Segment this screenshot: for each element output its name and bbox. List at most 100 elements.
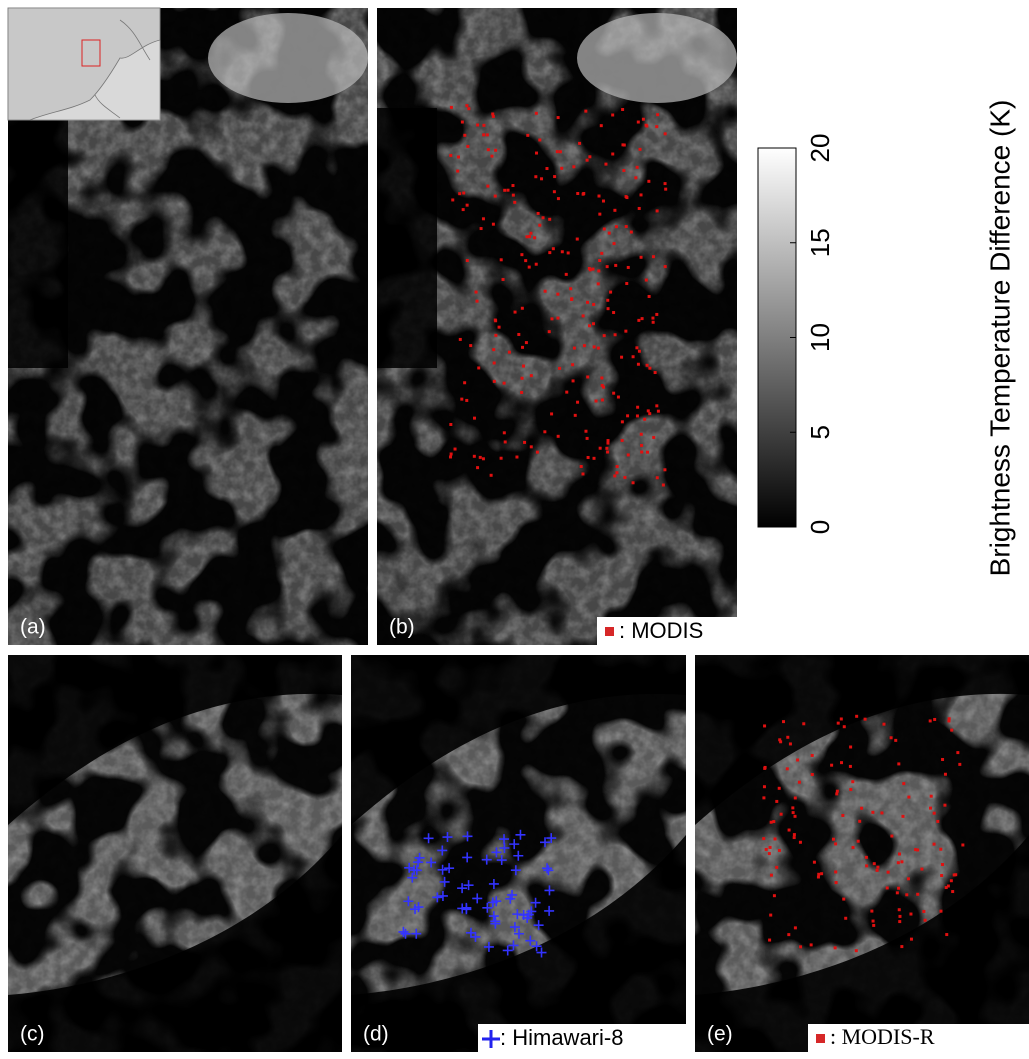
- detection-marker: [839, 717, 843, 721]
- bright-area: [577, 13, 737, 103]
- detection-marker: [775, 865, 779, 869]
- detection-marker: [499, 456, 503, 460]
- detection-marker: [620, 355, 624, 359]
- detection-marker: [655, 125, 659, 129]
- detection-marker: [499, 258, 503, 262]
- detection-marker: [651, 255, 655, 259]
- detection-marker: [875, 868, 879, 872]
- detection-marker: [902, 782, 906, 786]
- detection-marker: [535, 450, 539, 454]
- detection-marker: [541, 216, 545, 220]
- detection-marker: [474, 290, 478, 294]
- detection-marker: [848, 764, 852, 768]
- detection-marker: [570, 297, 574, 301]
- panel-image: [695, 655, 1029, 1052]
- detection-marker: [502, 381, 506, 385]
- detection-marker: [579, 465, 583, 469]
- detection-marker: [663, 265, 667, 269]
- detection-marker: [556, 292, 560, 296]
- detection-marker: [943, 803, 947, 807]
- detection-marker: [606, 298, 610, 302]
- detection-marker: [534, 111, 538, 115]
- detection-marker: [571, 379, 575, 383]
- detection-marker: [486, 184, 490, 188]
- detection-marker: [547, 330, 551, 334]
- detection-marker: [645, 450, 649, 454]
- detection-marker: [490, 154, 494, 158]
- detection-marker: [835, 792, 839, 796]
- detection-marker: [841, 813, 845, 817]
- detection-marker: [644, 123, 648, 127]
- detection-marker: [456, 169, 460, 173]
- detection-marker: [620, 438, 624, 442]
- detection-marker: [640, 450, 644, 454]
- detection-marker: [816, 875, 820, 879]
- detection-marker: [639, 193, 643, 197]
- detection-marker: [513, 310, 517, 314]
- dark-area: [377, 108, 437, 368]
- detection-marker: [612, 311, 616, 315]
- detection-marker: [540, 837, 551, 848]
- detection-marker: [916, 892, 920, 896]
- legend-text: : MODIS: [619, 618, 703, 643]
- detection-marker: [485, 133, 489, 137]
- detection-marker: [481, 854, 492, 865]
- detection-marker: [858, 819, 862, 823]
- detection-marker: [536, 211, 540, 215]
- detection-marker: [481, 457, 485, 461]
- detection-marker: [842, 725, 846, 729]
- detection-marker: [958, 762, 962, 766]
- detection-marker: [909, 937, 913, 941]
- detection-marker: [653, 371, 657, 375]
- detection-marker: [901, 814, 905, 818]
- detection-marker: [482, 902, 493, 913]
- detection-marker: [460, 397, 464, 401]
- dark-area: [695, 655, 1029, 825]
- detection-marker: [788, 742, 792, 746]
- detection-marker: [787, 828, 791, 832]
- detection-marker: [506, 188, 510, 192]
- dark-area: [351, 655, 686, 825]
- dark-area: [8, 108, 68, 368]
- detection-marker: [785, 767, 789, 771]
- detection-marker: [543, 430, 547, 434]
- detection-marker: [898, 914, 902, 918]
- colorbar: Brightness Temperature Difference (K) 0 5…: [757, 100, 1015, 576]
- dark-area: [8, 655, 342, 825]
- detection-marker: [897, 908, 901, 912]
- detection-marker: [644, 278, 648, 282]
- detection-marker: [601, 199, 605, 203]
- detection-marker: [414, 852, 425, 863]
- detection-marker: [437, 845, 448, 856]
- detection-marker: [797, 780, 801, 784]
- detection-marker: [905, 893, 909, 897]
- detection-marker: [442, 832, 453, 843]
- detection-marker: [762, 796, 766, 800]
- detection-marker: [584, 429, 588, 433]
- detection-marker: [530, 897, 541, 908]
- detection-marker: [525, 235, 529, 239]
- detection-marker: [453, 447, 457, 451]
- panel-label: (e): [707, 1023, 733, 1046]
- detection-marker: [575, 237, 579, 241]
- detection-marker: [490, 918, 501, 929]
- detection-marker: [854, 949, 858, 953]
- detection-marker: [509, 839, 520, 850]
- detection-marker: [551, 247, 555, 251]
- detection-marker: [533, 920, 544, 931]
- detection-marker: [556, 116, 560, 120]
- detection-marker: [463, 133, 467, 137]
- detection-marker: [651, 320, 655, 324]
- detection-marker: [655, 312, 659, 316]
- detection-marker: [779, 740, 783, 744]
- detection-marker: [465, 398, 469, 402]
- detection-marker: [773, 837, 777, 841]
- image-panel: (e): MODIS-R: [695, 655, 1029, 1052]
- detection-marker: [535, 151, 539, 155]
- detection-marker: [466, 144, 470, 148]
- detection-marker: [594, 399, 598, 403]
- detection-marker: [556, 434, 560, 438]
- detection-marker: [939, 847, 943, 851]
- detection-marker: [817, 872, 821, 876]
- detection-marker: [584, 109, 588, 113]
